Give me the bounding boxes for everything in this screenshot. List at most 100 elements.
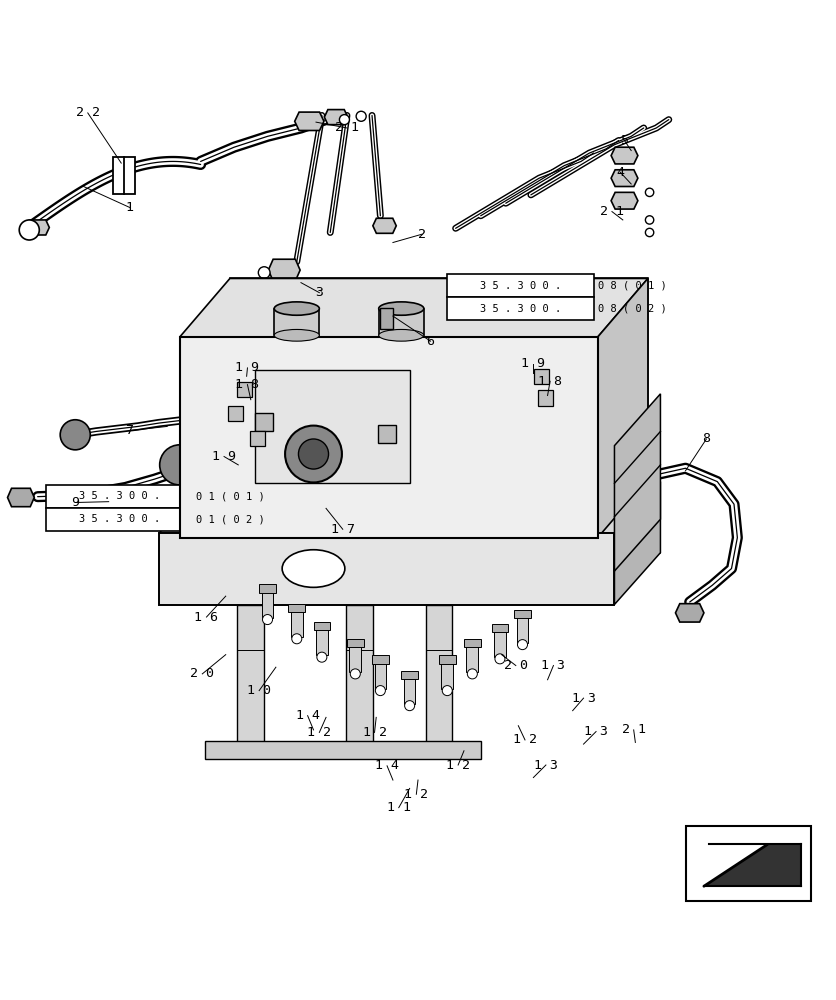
Text: 2: 2 — [418, 228, 426, 241]
Polygon shape — [230, 278, 648, 479]
Ellipse shape — [282, 550, 345, 587]
Text: 2 0: 2 0 — [504, 659, 528, 672]
Polygon shape — [614, 482, 660, 604]
Text: 1 3: 1 3 — [584, 725, 608, 738]
Circle shape — [645, 228, 654, 237]
Text: 2 1: 2 1 — [600, 205, 624, 218]
Polygon shape — [611, 170, 638, 187]
Text: 3: 3 — [315, 286, 324, 299]
Text: 1 7: 1 7 — [331, 523, 354, 536]
Bar — [113, 157, 135, 194]
Bar — [316, 629, 328, 655]
Polygon shape — [159, 533, 614, 604]
Circle shape — [495, 654, 505, 664]
Text: 1 3: 1 3 — [534, 759, 558, 772]
Text: 0 1 ( 0 2 ): 0 1 ( 0 2 ) — [196, 514, 265, 524]
Text: 1 2: 1 2 — [308, 726, 331, 739]
Text: 2 2: 2 2 — [76, 106, 99, 119]
Circle shape — [317, 652, 327, 662]
Bar — [346, 604, 373, 755]
Bar — [686, 826, 811, 901]
Text: 6: 6 — [426, 335, 435, 348]
Text: 1 0: 1 0 — [247, 684, 271, 697]
Bar — [534, 369, 549, 384]
Ellipse shape — [379, 302, 424, 315]
Circle shape — [19, 220, 39, 240]
Bar — [372, 655, 389, 664]
Polygon shape — [268, 259, 300, 281]
Ellipse shape — [274, 302, 319, 315]
Text: 0 8 ( 0 2 ): 0 8 ( 0 2 ) — [598, 304, 666, 314]
Polygon shape — [8, 488, 34, 507]
Ellipse shape — [274, 329, 319, 341]
Bar — [288, 604, 305, 612]
Text: 8: 8 — [702, 432, 711, 445]
Bar — [538, 390, 553, 406]
Bar — [228, 406, 243, 421]
Text: 7: 7 — [125, 424, 134, 437]
Circle shape — [160, 445, 200, 485]
Polygon shape — [611, 147, 638, 164]
Text: 2 1: 2 1 — [622, 723, 645, 736]
Text: 1 4: 1 4 — [296, 709, 319, 722]
Text: 1 2: 1 2 — [405, 788, 428, 801]
Bar — [46, 508, 192, 531]
Bar — [464, 639, 481, 647]
Bar — [404, 677, 415, 704]
Circle shape — [339, 115, 349, 125]
Polygon shape — [611, 192, 638, 209]
Bar — [237, 604, 264, 755]
Bar — [441, 662, 453, 689]
Text: 3 5 . 3 0 0 .: 3 5 . 3 0 0 . — [480, 281, 561, 291]
Text: 1 2: 1 2 — [513, 733, 537, 746]
Bar — [466, 645, 478, 672]
Text: 1 9: 1 9 — [212, 450, 236, 463]
Circle shape — [645, 188, 654, 197]
Bar — [426, 604, 452, 755]
Circle shape — [292, 634, 302, 644]
Polygon shape — [614, 394, 660, 571]
Text: 0 1 ( 0 1 ): 0 1 ( 0 1 ) — [196, 491, 265, 501]
Polygon shape — [675, 604, 704, 622]
Bar — [46, 485, 192, 508]
Bar — [349, 645, 361, 672]
Bar — [517, 616, 528, 643]
Bar — [347, 639, 364, 647]
Circle shape — [356, 111, 366, 121]
Circle shape — [442, 686, 452, 696]
Text: 1 8: 1 8 — [236, 378, 259, 391]
Text: 2 0: 2 0 — [191, 667, 214, 680]
Circle shape — [263, 615, 273, 625]
Text: 1 2: 1 2 — [446, 759, 470, 772]
Bar — [401, 671, 418, 679]
Text: 1 3: 1 3 — [542, 659, 565, 672]
Bar — [314, 622, 330, 630]
Polygon shape — [294, 112, 324, 130]
Polygon shape — [26, 220, 49, 235]
Text: 1 4: 1 4 — [375, 759, 399, 772]
Circle shape — [375, 686, 385, 696]
Circle shape — [405, 701, 415, 711]
Bar — [494, 630, 506, 657]
Polygon shape — [205, 482, 660, 553]
Bar — [262, 591, 273, 618]
Text: 1 8: 1 8 — [538, 375, 562, 388]
Text: 2 1: 2 1 — [335, 121, 359, 134]
Text: 3 5 . 3 0 0 .: 3 5 . 3 0 0 . — [480, 304, 561, 314]
Text: 9: 9 — [71, 496, 79, 509]
Polygon shape — [704, 844, 801, 886]
Text: 1 3: 1 3 — [572, 692, 595, 705]
Bar — [250, 431, 265, 446]
Bar — [380, 308, 393, 329]
Bar — [291, 610, 303, 637]
Bar — [492, 624, 508, 632]
Bar — [447, 297, 594, 320]
Circle shape — [60, 420, 90, 450]
Circle shape — [298, 439, 329, 469]
Text: 1 1: 1 1 — [387, 801, 410, 814]
Polygon shape — [159, 482, 660, 533]
Bar — [375, 662, 386, 689]
Bar — [447, 274, 594, 297]
Bar — [439, 655, 456, 664]
Bar — [205, 741, 481, 759]
